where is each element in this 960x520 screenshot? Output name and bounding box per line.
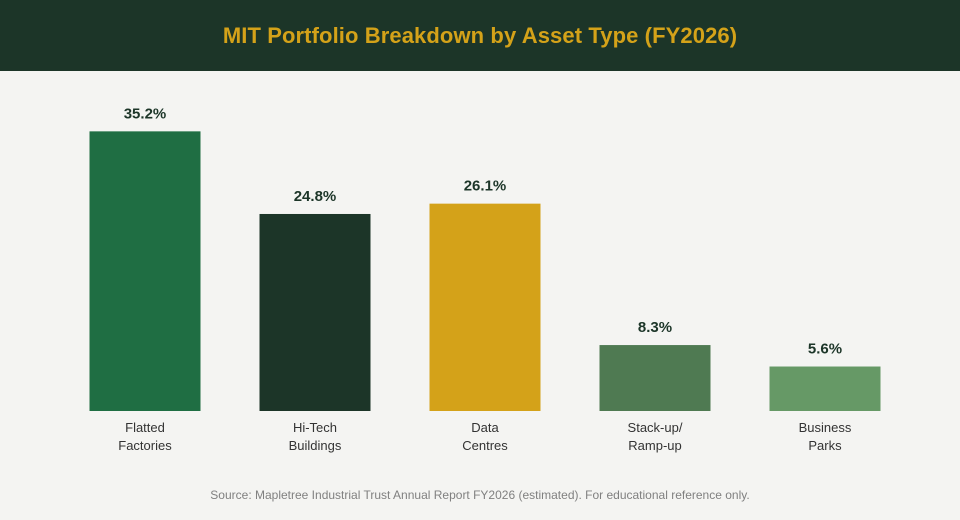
bar-0 (89, 131, 201, 411)
value-label-4: 5.6% (808, 341, 842, 358)
bar-4 (769, 366, 881, 411)
category-label-1-line-1: Buildings (289, 438, 342, 453)
bar-2 (429, 203, 541, 411)
category-label-4-line-1: Parks (808, 438, 842, 453)
bar-3 (599, 345, 711, 411)
value-label-2: 26.1% (464, 178, 507, 195)
value-label-3: 8.3% (638, 319, 672, 336)
bar-chart: 35.2% Flatted Factories 24.8% Hi-Tech Buildin… (89, 105, 881, 453)
source-note: Source: Mapletree Industrial Trust Annua… (210, 488, 750, 502)
category-label-2-line-1: Centres (462, 438, 508, 453)
bar-1 (259, 213, 371, 411)
category-label-1-line-0: Hi-Tech (293, 420, 337, 435)
value-label-1: 24.8% (294, 188, 337, 205)
category-label-0-line-0: Flatted (125, 420, 165, 435)
chart-title: MIT Portfolio Breakdown by Asset Type (F… (222, 22, 738, 48)
category-label-3-line-1: Ramp-up (628, 438, 681, 453)
category-label-0-line-1: Factories (118, 438, 172, 453)
category-label-2-line-0: Data (471, 420, 499, 435)
value-label-0: 35.2% (124, 105, 167, 122)
category-label-4-line-0: Business (799, 420, 852, 435)
category-label-3-line-0: Stack-up/ (628, 420, 683, 435)
chart-header: MIT Portfolio Breakdown by Asset Type (F… (0, 0, 960, 71)
